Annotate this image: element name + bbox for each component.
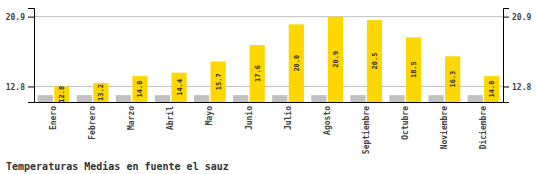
bar xyxy=(38,95,53,102)
bar xyxy=(93,83,108,102)
tick-mark xyxy=(28,17,34,18)
title: Temperaturas Medias en fuente el sauz xyxy=(6,161,229,172)
tick-label: Junio xyxy=(244,106,254,130)
tick: 20.9 xyxy=(503,13,531,22)
data-label: 14.0 xyxy=(488,81,496,98)
tick-label: Marzo xyxy=(127,106,136,130)
bar xyxy=(311,95,326,102)
tick: Julio xyxy=(283,106,293,130)
tick: Septiembre xyxy=(361,106,371,154)
data-label: 20.9 xyxy=(332,51,340,68)
axis-line xyxy=(28,9,35,103)
tick-label: Diciembre xyxy=(478,106,488,150)
bar xyxy=(272,95,287,102)
tick-label: 20.9 xyxy=(6,13,25,22)
data-label: 13.2 xyxy=(97,84,105,101)
tick-label: 20.9 xyxy=(512,13,531,22)
bar xyxy=(350,95,365,102)
data-label: 12.8 xyxy=(58,86,66,103)
tick: Diciembre xyxy=(478,106,488,150)
axis-line xyxy=(35,102,504,103)
data-label: 14.0 xyxy=(136,81,144,98)
bar xyxy=(211,61,226,102)
data-label: 18.5 xyxy=(410,61,418,78)
tick-label: Agosto xyxy=(323,106,332,135)
tick: Abril xyxy=(165,106,175,130)
tick: Enero xyxy=(49,106,58,130)
bar xyxy=(445,56,460,102)
tick-mark xyxy=(503,17,509,18)
tick: 20.9 xyxy=(6,13,34,22)
tick: Mayo xyxy=(205,106,214,125)
bar-series xyxy=(54,17,499,102)
tick-label: Julio xyxy=(283,106,293,130)
bar xyxy=(171,73,186,102)
tick: Octubre xyxy=(401,106,410,140)
tick-mark xyxy=(503,86,509,87)
bar xyxy=(484,76,499,102)
tick: Febrero xyxy=(88,106,97,140)
bar xyxy=(367,20,382,102)
tick-label: Noviembre xyxy=(439,106,449,150)
data-label: 16.3 xyxy=(449,71,457,88)
bar xyxy=(429,95,444,102)
tick: Agosto xyxy=(323,106,332,135)
bar xyxy=(54,86,69,102)
bar xyxy=(155,95,170,102)
data-label: 15.7 xyxy=(215,73,223,90)
tick-mark xyxy=(28,86,34,87)
bar xyxy=(289,24,304,102)
tick-label: 12.8 xyxy=(6,83,25,92)
bar xyxy=(389,95,404,102)
y-axis-right: 12.8 20.9 xyxy=(503,9,531,103)
data-label: 14.4 xyxy=(176,79,184,96)
tick: Noviembre xyxy=(439,106,449,150)
bar xyxy=(468,95,483,102)
bar xyxy=(77,95,92,102)
chart: 12.8 13.2 14.0 14.4 15.7 17.6 20.0 20.9 20.5 18.5… xyxy=(0,0,537,174)
bars xyxy=(38,17,500,102)
x-axis: Enero Febrero Marzo Abril Mayo Junio Julio Agos… xyxy=(35,103,504,155)
bar xyxy=(194,95,209,102)
data-labels: 12.8 13.2 14.0 14.4 15.7 17.6 20.0 20.9 20.5 18.5… xyxy=(58,51,496,103)
tick-label: 12.8 xyxy=(512,83,531,92)
bar xyxy=(250,45,265,102)
tick: 12.8 xyxy=(503,83,531,92)
y-axis: 12.8 20.9 xyxy=(6,9,35,103)
bar xyxy=(233,95,248,102)
bar xyxy=(406,37,421,102)
grid-line xyxy=(34,16,503,17)
tick-label: Mayo xyxy=(205,106,214,125)
bar xyxy=(132,76,147,102)
data-label: 20.5 xyxy=(371,53,379,70)
tick-label: Abril xyxy=(165,106,175,130)
tick: Marzo xyxy=(127,106,136,130)
tick: 12.8 xyxy=(6,83,34,92)
data-label: 17.6 xyxy=(254,65,262,82)
tick-label: Enero xyxy=(49,106,58,130)
tick: Junio xyxy=(244,106,254,130)
tick-label: Septiembre xyxy=(361,106,371,154)
bar xyxy=(116,95,131,102)
tick-label: Octubre xyxy=(401,106,410,140)
axis-line xyxy=(504,9,510,103)
data-label: 20.0 xyxy=(293,55,301,72)
bar xyxy=(328,17,343,102)
grid xyxy=(34,17,503,87)
tick-label: Febrero xyxy=(88,106,97,140)
